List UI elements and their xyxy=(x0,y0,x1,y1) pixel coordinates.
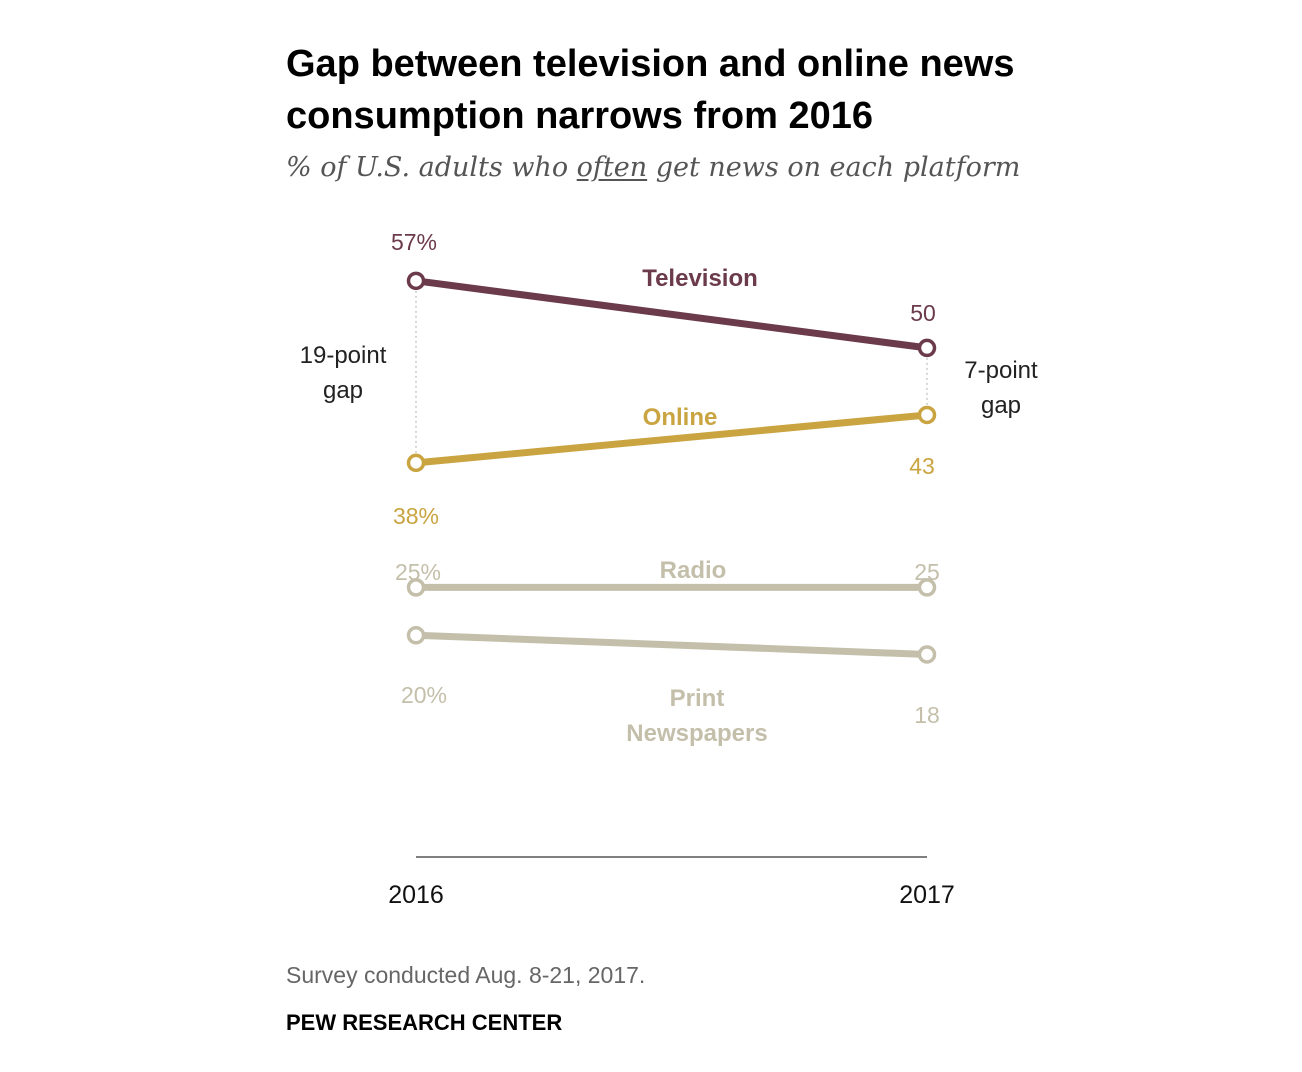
television-value-label-2017: 50 xyxy=(910,300,936,326)
slope-chart: Print Newspapers 20% 18 Radio 25% 25 Online 38% 4… xyxy=(300,229,1038,909)
print-series-label: Print xyxy=(670,685,725,712)
radio-series-label: Radio xyxy=(660,557,727,584)
radio-point-2016 xyxy=(406,578,426,597)
online-series-label: Online xyxy=(643,404,718,431)
print-point-2016 xyxy=(406,626,426,645)
subtitle-before: % of U.S. adults who xyxy=(286,152,577,183)
gap-annotation-2016: 19-point xyxy=(300,342,387,369)
subtitle-emphasis: often xyxy=(576,152,648,183)
print-point-2017 xyxy=(917,645,937,664)
x-tick-label-2016: 2016 xyxy=(388,881,444,909)
online-point-2016 xyxy=(406,453,426,473)
gap-annotation-2017: 7-point xyxy=(964,357,1038,384)
television-line xyxy=(412,277,931,352)
television-point-2016 xyxy=(406,271,426,291)
television-point-2017 xyxy=(917,338,937,358)
radio-value-label-2016: 25% xyxy=(395,559,441,585)
print-value-label-2017: 18 xyxy=(914,702,940,728)
online-value-label-2017: 43 xyxy=(909,453,935,479)
online-line xyxy=(412,411,931,467)
print-series-label: Newspapers xyxy=(626,720,767,747)
print-line xyxy=(412,631,931,658)
source-label: PEW RESEARCH CENTER xyxy=(286,1010,563,1035)
television-series-label: Television xyxy=(642,265,758,292)
chart-title: Gap between television and online news c… xyxy=(286,43,1015,137)
radio-point-2017 xyxy=(917,578,937,597)
x-tick-label-2017: 2017 xyxy=(899,881,955,909)
subtitle-after: get news on each platform xyxy=(647,152,1021,183)
television-value-label-2016: 57% xyxy=(391,229,437,255)
chart-subtitle: % of U.S. adults who often get news on e… xyxy=(286,152,1020,183)
print-value-label-2016: 20% xyxy=(401,682,447,708)
survey-note: Survey conducted Aug. 8-21, 2017. xyxy=(286,962,646,988)
online-value-label-2016: 38% xyxy=(393,503,439,529)
gap-annotation-2017: gap xyxy=(981,392,1021,419)
online-point-2017 xyxy=(917,405,937,425)
radio-value-label-2017: 25 xyxy=(914,559,940,585)
gap-annotation-2016: gap xyxy=(323,377,363,404)
